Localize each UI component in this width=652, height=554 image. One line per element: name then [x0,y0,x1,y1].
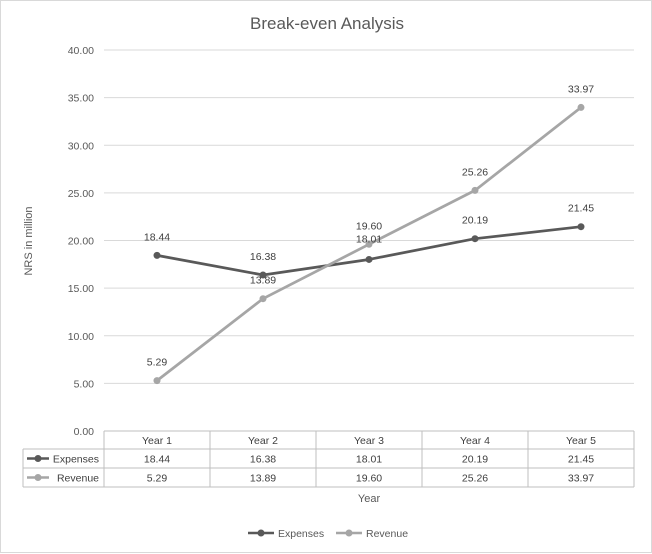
x-axis-title: Year [358,493,381,505]
data-point [577,223,585,231]
table-series-name: Revenue [57,473,99,485]
table-cell: 5.29 [147,473,168,485]
data-point [471,186,479,194]
legend-label: Revenue [366,528,408,540]
table-cell: 16.38 [250,454,276,466]
y-tick-labels: 0.00 5.00 10.00 15.00 20.00 25.00 30.00 35.00 40… [68,45,94,438]
table-cell: 25.26 [462,473,488,485]
y-tick-label: 0.00 [74,426,95,438]
table-cell: 18.01 [356,454,382,466]
y-tick-label: 35.00 [68,93,94,105]
table-cell: 21.45 [568,454,594,466]
table-legend-key-marker [34,455,42,462]
data-point [259,271,267,279]
data-point [365,240,373,248]
data-label: 20.19 [462,215,488,227]
x-tick-label: Year 3 [354,435,384,447]
table-cell: 13.89 [250,473,276,485]
data-label: 25.26 [462,166,488,178]
data-label: 5.29 [147,357,168,369]
grid-lines [104,49,634,384]
x-tick-label: Year 4 [460,435,490,447]
data-label: 33.97 [568,83,594,95]
data-label: 18.01 [356,233,382,245]
x-tick-label: Year 2 [248,435,278,447]
data-label: 13.89 [250,275,276,287]
y-tick-label: 40.00 [68,45,94,57]
legend-key-marker [257,529,265,537]
legend-label: Expenses [278,528,324,540]
y-tick-label: 25.00 [68,188,94,200]
chart-title: Break-even Analysis [250,14,404,33]
data-point [471,235,479,243]
data-label: 21.45 [568,203,594,215]
table-legend-key-marker [34,474,42,481]
legend: Expenses Revenue [248,528,408,540]
series-layer: 18.44 16.38 18.01 20.19 21.45 5.29 13.89 19.60 2… [144,83,594,385]
table-cell: 19.60 [356,473,382,485]
data-table: Year 1 Year 2 Year 3 Year 4 Year 5 Expenses 18… [22,430,635,488]
data-point [259,295,267,303]
y-tick-label: 10.00 [68,331,94,343]
data-point [365,255,373,263]
y-axis-title: NRS in million [23,206,35,275]
table-series-name: Expenses [53,454,99,466]
table-cell: 18.44 [144,454,170,466]
y-tick-label: 30.00 [68,140,94,152]
x-tick-label: Year 5 [566,435,596,447]
table-cell: 33.97 [568,473,594,485]
y-tick-label: 5.00 [74,378,95,390]
data-point [153,377,161,385]
x-tick-label: Year 1 [142,435,172,447]
table-cell: 20.19 [462,454,488,466]
data-label: 18.44 [144,231,170,243]
data-point [577,103,585,111]
y-tick-label: 15.00 [68,283,94,295]
data-point [153,251,161,259]
data-label: 19.60 [356,220,382,232]
data-label: 16.38 [250,251,276,263]
legend-key-marker [345,529,353,537]
y-tick-label: 20.00 [68,236,94,248]
